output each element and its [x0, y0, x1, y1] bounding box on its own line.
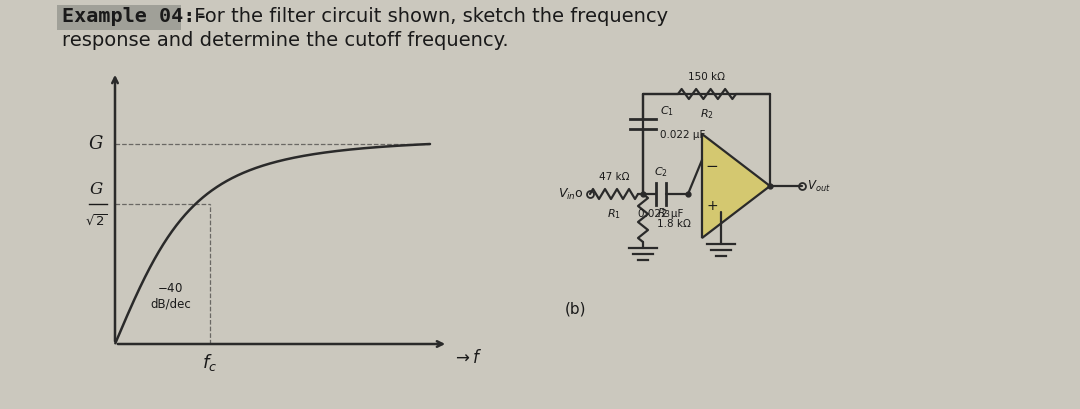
Text: $\rightarrow f$: $\rightarrow f$: [453, 349, 483, 367]
Text: G: G: [90, 181, 103, 198]
Text: $R_2$: $R_2$: [700, 107, 714, 121]
Text: $C_2$: $C_2$: [654, 165, 667, 179]
Text: response and determine the cutoff frequency.: response and determine the cutoff freque…: [62, 31, 509, 50]
Text: 47 kΩ: 47 kΩ: [598, 172, 630, 182]
Text: 0.022 μF: 0.022 μF: [638, 209, 684, 219]
Text: $f_c$: $f_c$: [202, 352, 217, 373]
Text: $V_{out}$: $V_{out}$: [807, 178, 831, 193]
Text: 150 kΩ: 150 kΩ: [689, 72, 726, 82]
Polygon shape: [702, 134, 770, 238]
Text: $R_1$: $R_1$: [607, 207, 621, 221]
Text: (b): (b): [565, 301, 586, 317]
FancyBboxPatch shape: [57, 5, 181, 30]
Text: 1.8 kΩ: 1.8 kΩ: [657, 219, 691, 229]
Text: For the filter circuit shown, sketch the frequency: For the filter circuit shown, sketch the…: [188, 7, 669, 27]
Text: $V_{in}$o: $V_{in}$o: [558, 187, 584, 202]
Text: $C_1$: $C_1$: [660, 104, 674, 118]
Text: Example 04:-: Example 04:-: [62, 7, 207, 27]
Text: 0.022 μF: 0.022 μF: [660, 130, 705, 140]
Text: $-40$: $-40$: [157, 283, 183, 295]
Text: −: −: [705, 159, 718, 174]
Text: G: G: [89, 135, 103, 153]
Text: $\sqrt{2}$: $\sqrt{2}$: [85, 214, 107, 229]
Text: +: +: [706, 199, 718, 213]
Text: dB/dec: dB/dec: [150, 297, 191, 310]
Text: $R_3$: $R_3$: [657, 206, 671, 220]
